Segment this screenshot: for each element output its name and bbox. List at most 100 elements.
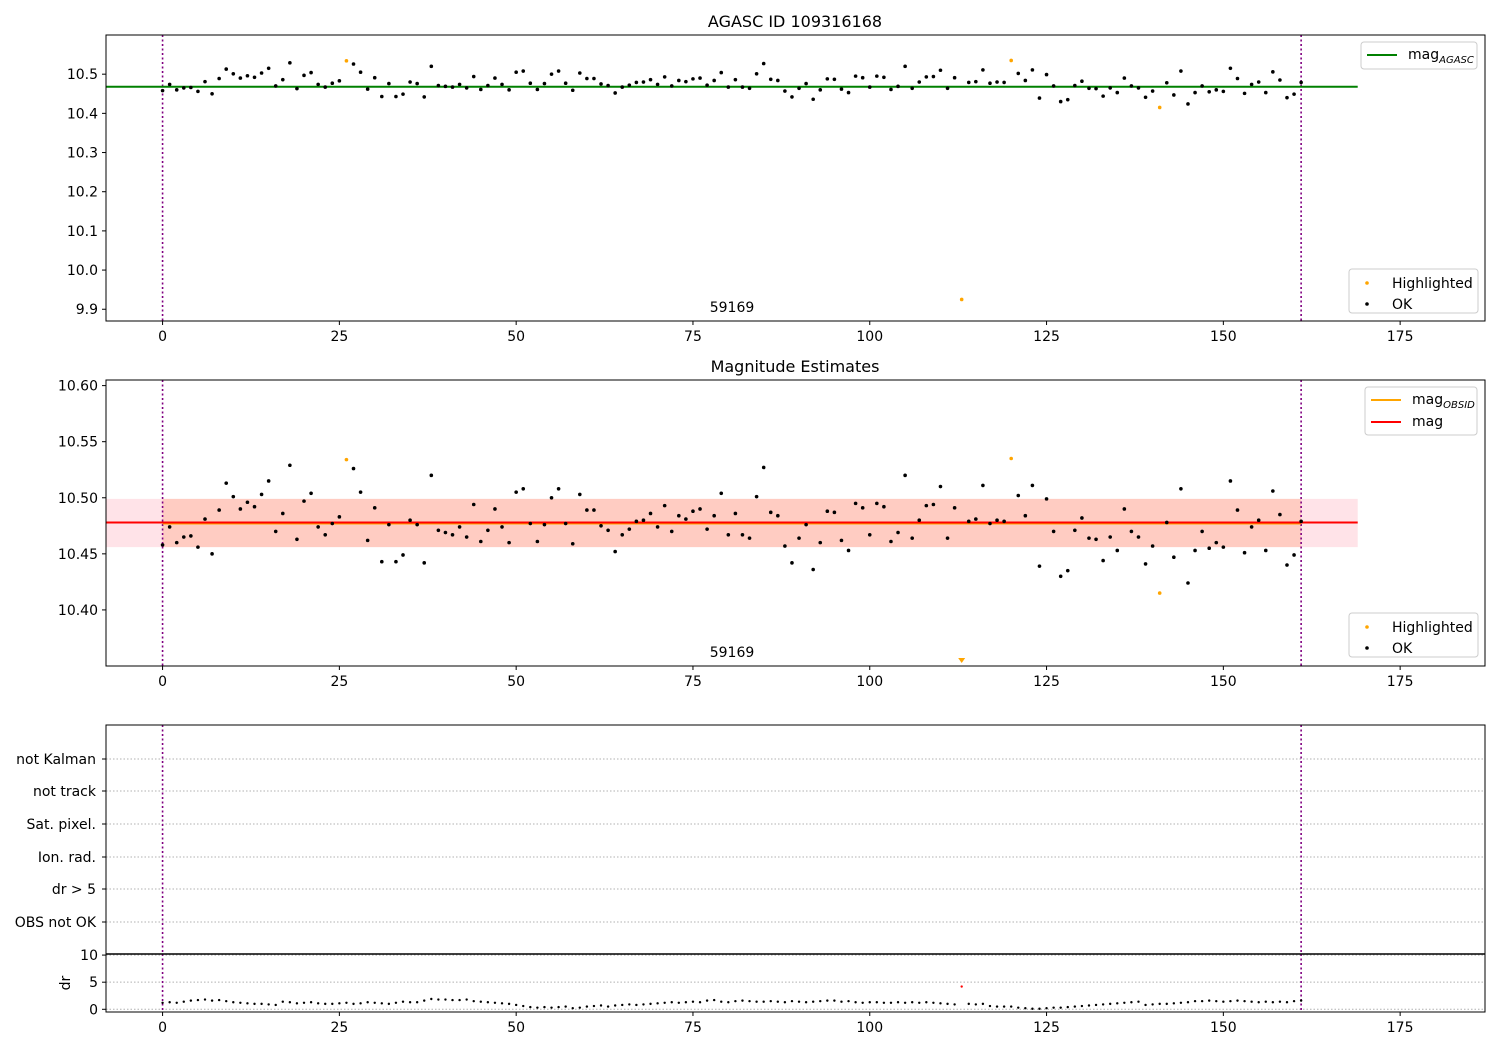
x-tick-label: 150	[1210, 674, 1237, 690]
data-point-ok	[415, 522, 419, 527]
data-point-ok	[988, 1004, 992, 1008]
data-point-ok	[1080, 1004, 1084, 1008]
data-point-ok	[1158, 1002, 1161, 1006]
data-point-ok	[479, 87, 483, 92]
data-point-ok	[1065, 568, 1070, 573]
data-point-ok	[1058, 99, 1063, 104]
data-point-ok	[196, 998, 200, 1002]
data-point-ok	[797, 536, 801, 540]
line-legend-box	[1360, 41, 1478, 70]
data-point-ok	[1263, 90, 1268, 95]
x-tick-label: 150	[1210, 329, 1237, 345]
data-point-ok	[1165, 1002, 1168, 1006]
data-point-ok	[917, 518, 922, 522]
axes-frame	[105, 34, 1486, 322]
data-point-ok	[1129, 529, 1134, 534]
data-point-ok	[1207, 546, 1211, 551]
data-point-ok	[867, 85, 872, 89]
data-point-ok	[436, 528, 441, 533]
data-point-ok	[252, 75, 257, 80]
data-point-ok	[1186, 102, 1190, 106]
data-point-ok	[408, 518, 412, 522]
data-point-ok	[1101, 94, 1105, 98]
data-point-ok	[776, 513, 780, 518]
data-point-ok	[938, 484, 943, 489]
data-point-ok	[387, 522, 391, 527]
data-point-ok	[550, 1006, 553, 1009]
data-point-ok	[514, 490, 518, 494]
data-point-ok	[613, 549, 617, 554]
data-point-ok	[1108, 535, 1112, 539]
data-point-ok	[946, 1002, 949, 1006]
data-point-ok	[1002, 80, 1006, 85]
point-legend-box	[1348, 268, 1479, 314]
data-point-ok	[1222, 1000, 1225, 1003]
data-point-ok	[288, 463, 292, 468]
data-point-ok	[698, 76, 702, 80]
data-point-ok	[1016, 71, 1021, 76]
data-point-ok	[1285, 1001, 1289, 1004]
data-point-ok	[217, 998, 221, 1002]
panel1-title: AGASC ID 109316168	[708, 12, 882, 31]
y-tick-label: 10.1	[67, 224, 98, 240]
data-point-ok	[359, 1002, 362, 1005]
data-point-ok	[691, 77, 695, 81]
data-point-ok	[1017, 1006, 1020, 1009]
data-point-ok	[280, 511, 285, 516]
data-point-ok	[761, 61, 766, 66]
data-point-ok	[1115, 90, 1120, 95]
data-point-ok	[1236, 999, 1239, 1002]
data-point-ok	[529, 1005, 532, 1009]
data-point-ok	[288, 61, 292, 65]
x-tick-label: 25	[330, 674, 348, 690]
data-point-ok	[924, 503, 929, 508]
data-point-ok	[288, 1001, 292, 1004]
data-point-ok	[1116, 1002, 1119, 1005]
panel1-annotation: 59169	[710, 300, 755, 316]
data-point-ok	[769, 999, 772, 1003]
data-point-ok	[642, 1003, 645, 1006]
data-point-ok	[161, 1001, 164, 1004]
y-tick-label: 10.0	[67, 263, 98, 279]
data-point-ok	[521, 69, 526, 73]
data-point-ok	[627, 83, 632, 87]
data-point-ok	[910, 536, 914, 540]
data-point-ok	[168, 1001, 171, 1004]
data-point-ok	[1108, 86, 1112, 90]
x-tick-label: 175	[1387, 1020, 1414, 1036]
data-point-ok	[1137, 1000, 1140, 1003]
data-point-ok	[860, 75, 865, 80]
data-point-ok	[1136, 535, 1141, 539]
data-point-ok	[563, 81, 568, 85]
data-point-ok	[465, 998, 468, 1001]
data-point-ok	[783, 544, 787, 548]
data-point-ok	[430, 997, 433, 1001]
data-point-ok	[655, 82, 660, 87]
data-point-ok	[720, 1000, 723, 1003]
data-point-ok	[160, 543, 165, 547]
data-point-ok	[450, 532, 455, 537]
magnitude-estimates-panel: Magnitude Estimates 0 25 50 75 100 125 150 175 1…	[58, 357, 1486, 690]
data-point-ok	[181, 535, 186, 539]
data-point-ok	[174, 540, 179, 545]
data-point-highlighted	[344, 59, 349, 63]
data-point-ok	[252, 504, 257, 509]
data-point-ok	[429, 473, 434, 478]
x-tick-label: 100	[856, 329, 883, 345]
data-point-ok	[860, 506, 865, 510]
x-tick-label: 100	[856, 674, 883, 690]
data-point-ok	[684, 79, 688, 84]
legend-marker-highlighted	[1365, 281, 1369, 285]
x-tick-label: 75	[684, 329, 702, 345]
data-point-ok	[726, 532, 731, 537]
data-point-ok	[246, 1002, 249, 1005]
data-point-ok	[401, 92, 405, 96]
x-tick-label: 150	[1210, 1020, 1237, 1036]
data-point-ok	[599, 524, 603, 528]
data-point-ok	[309, 1001, 313, 1004]
data-point-ok	[380, 559, 384, 564]
data-point-ok	[1087, 1004, 1091, 1007]
data-point-ok	[662, 503, 667, 508]
data-point-ok	[776, 1000, 780, 1003]
data-point-ok	[903, 1001, 907, 1004]
